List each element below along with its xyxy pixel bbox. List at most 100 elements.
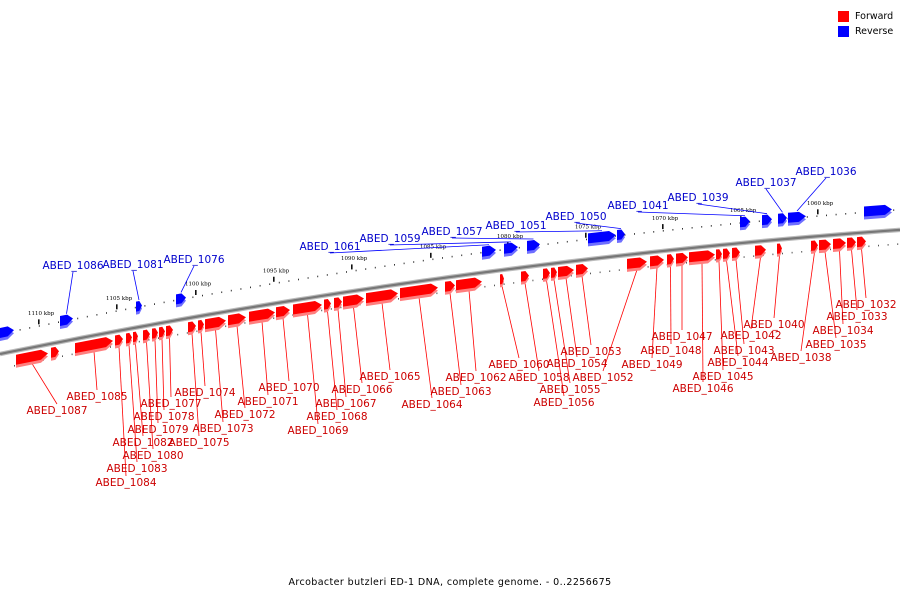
ABED_1056 [543, 268, 550, 282]
ABED_1073-leader [215, 329, 224, 423]
minor-tick [816, 215, 818, 217]
ABED_1065-label: ABED_1065 [359, 371, 420, 383]
minor-tick [158, 337, 159, 339]
ABED_1046-body [689, 250, 715, 263]
minor-tick [662, 230, 664, 232]
reverse-gene [0, 326, 14, 341]
minor-tick [138, 340, 140, 343]
minor-tick [340, 306, 342, 309]
minor-tick [394, 263, 395, 266]
minor-tick [355, 269, 357, 272]
ABED_1037 [778, 213, 787, 227]
ABED_1076-leader [180, 265, 195, 293]
ABED_1044-label: ABED_1044 [707, 357, 768, 369]
minor-tick [782, 252, 783, 255]
minor-tick [374, 266, 376, 269]
ABED_1048-label: ABED_1048 [640, 345, 701, 357]
ABED_1059-label: ABED_1059 [359, 233, 420, 245]
minor-tick [307, 277, 309, 279]
minor-tick [196, 330, 198, 333]
minor-tick [686, 261, 687, 264]
minor-tick [115, 310, 117, 312]
ABED_1073-label: ABED_1073 [192, 423, 253, 435]
legend-forward: Forward [838, 9, 893, 24]
ABED_1061 [482, 245, 496, 260]
ABED_1062-body [456, 277, 482, 291]
ABED_1059-body [504, 242, 518, 254]
ABED_1077-body [166, 325, 173, 337]
minor-tick [269, 283, 271, 285]
reverse-gene-body [0, 326, 14, 338]
ABED_1074-leader [200, 331, 206, 387]
minor-tick [413, 261, 415, 263]
ABED_1084-label: ABED_1084 [95, 477, 156, 489]
ABED_1045-label: ABED_1045 [692, 371, 753, 383]
ABED_1063-body [445, 280, 455, 292]
minor-tick [292, 314, 294, 316]
legend-reverse: Reverse [838, 24, 893, 39]
minor-tick [720, 224, 722, 226]
minor-tick [134, 306, 136, 309]
ABED_1032-leader [861, 248, 867, 299]
ABED_1053-label: ABED_1053 [560, 346, 621, 358]
minor-tick [14, 364, 15, 367]
minor-tick [273, 317, 275, 319]
ABED_1040-label: ABED_1040 [743, 319, 804, 331]
ABED_1033 [847, 237, 856, 251]
ABED_1037-body [778, 213, 787, 224]
ABED_1077 [166, 325, 173, 340]
ABED_1064-body [400, 283, 438, 299]
minor-tick [887, 244, 889, 246]
ABED_1058-body [521, 271, 529, 282]
minor-tick [436, 292, 438, 295]
ABED_1075-body [188, 321, 196, 333]
ABED_1039-leader [697, 203, 768, 215]
ABED_1081-leader [132, 270, 140, 301]
ABED_1047 [676, 252, 688, 267]
ABED_1060 [500, 274, 504, 288]
major-tick [817, 209, 819, 215]
ABED_1048-leader [670, 266, 672, 345]
ABED_1084-body [115, 334, 123, 346]
ABED_1057-label: ABED_1057 [421, 226, 482, 238]
ABED_1045 [716, 249, 722, 263]
ABED_1033-label: ABED_1033 [826, 311, 887, 323]
ABED_1071-body [249, 308, 275, 322]
scale-ticks: 1110 kbp 1105 kbp 1100 kbp 1095 kbp 1090 kbp… [10, 201, 899, 367]
minor-tick [609, 270, 611, 272]
ABED_1051-label: ABED_1051 [485, 220, 546, 232]
minor-tick [854, 212, 856, 214]
minor-tick [259, 284, 261, 287]
ABED_1052-label: ABED_1052 [572, 372, 633, 384]
ABED_1035 [819, 239, 831, 254]
legend-forward-label: Forward [855, 11, 894, 22]
ABED_1065-body [366, 289, 398, 304]
minor-tick [682, 227, 683, 230]
ABED_1067 [334, 297, 342, 312]
ABED_1040-leader [773, 255, 780, 319]
ABED_1040-body [777, 243, 782, 254]
minor-tick [86, 315, 88, 318]
ABED_1039-body [762, 214, 772, 226]
ABED_1044 [723, 248, 730, 262]
minor-tick [398, 297, 399, 300]
ABED_1052-body [627, 257, 647, 269]
ABED_1036-leader [796, 177, 827, 212]
ABED_1067-leader [337, 309, 347, 398]
ABED_1064-leader [418, 297, 433, 399]
minor-tick [365, 268, 367, 270]
ABED_1085 [75, 337, 113, 357]
ABED_1034-body [833, 238, 846, 249]
ABED_1036 [788, 211, 806, 226]
minor-tick [532, 279, 534, 282]
minor-tick [868, 245, 870, 248]
ABED_1046-label: ABED_1046 [672, 383, 733, 395]
ABED_1078 [159, 326, 165, 341]
ABED_1070-label: ABED_1070 [258, 382, 319, 394]
ABED_1038-leader [800, 252, 815, 352]
minor-tick [148, 339, 150, 341]
ABED_1044-leader [726, 260, 739, 357]
ABED_1069-label: ABED_1069 [287, 425, 348, 437]
ABED_1043 [732, 247, 740, 261]
